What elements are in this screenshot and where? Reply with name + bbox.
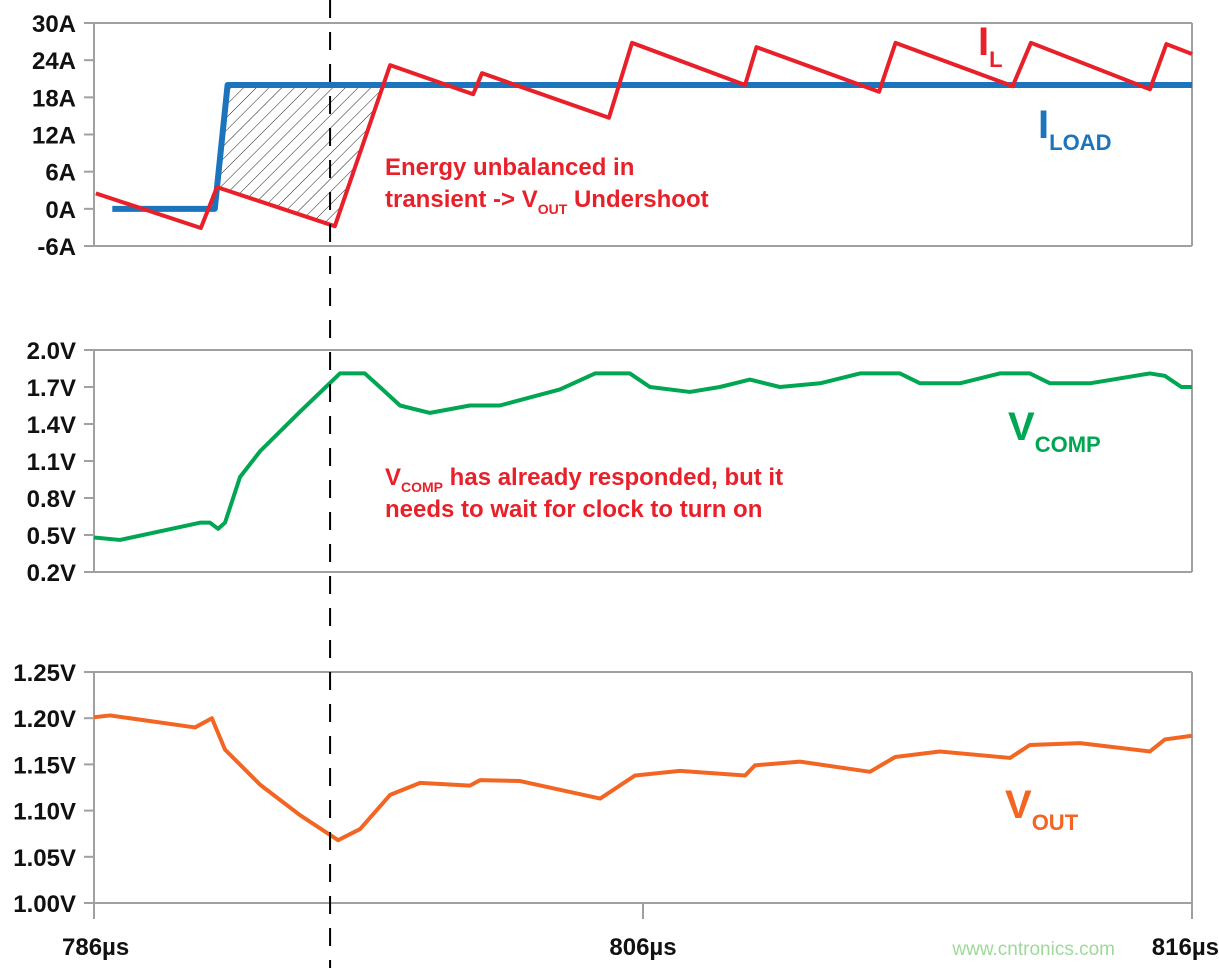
annotation-energy-line1: Energy unbalanced in: [385, 154, 634, 181]
y-tick-label: 0.5V: [27, 523, 76, 550]
y-tick-label: 1.4V: [27, 412, 76, 439]
label-iload: ILOAD: [1038, 103, 1111, 155]
label-vcomp: VCOMP: [1008, 405, 1101, 457]
y-tick-label: -6A: [37, 234, 76, 261]
annotation-energy-line2: transient -> VOUT Undershoot: [385, 186, 709, 217]
y-tick-label: 18A: [32, 85, 76, 112]
series-v-out: [93, 713, 1193, 843]
energy-hatch-region: [216, 84, 384, 227]
y-tick-label: 1.1V: [27, 449, 76, 476]
series-v-comp: [93, 371, 1192, 542]
y-tick-label: 0.8V: [27, 486, 76, 513]
annotation-vcomp-line2: needs to wait for clock to turn on: [385, 496, 762, 523]
x-tick-label: 816µs: [1152, 934, 1219, 961]
y-tick-label: 2.0V: [27, 338, 76, 365]
y-tick-label: 24A: [32, 48, 76, 75]
series-i-l: [95, 40, 1193, 231]
y-tick-label: 1.05V: [13, 845, 76, 872]
label-vout: VOUT: [1005, 783, 1079, 835]
y-tick-label: 0.2V: [27, 560, 76, 587]
y-tick-label: 1.00V: [13, 891, 76, 918]
y-tick-label: 6A: [45, 160, 76, 187]
y-tick-label: 12A: [32, 123, 76, 150]
y-tick-label: 1.7V: [27, 375, 76, 402]
x-tick-label: 806µs: [609, 934, 676, 961]
annotation-vcomp-line1: VCOMP has already responded, but it: [385, 464, 783, 495]
y-tick-label: 0A: [45, 197, 76, 224]
watermark: www.cntronics.com: [951, 939, 1115, 960]
label-il: IL: [978, 20, 1003, 72]
x-tick-label: 786µs: [62, 934, 129, 961]
y-tick-label: 1.10V: [13, 799, 76, 826]
y-tick-label: 1.15V: [13, 752, 76, 779]
y-tick-label: 1.20V: [13, 706, 76, 733]
y-tick-label: 30A: [32, 11, 76, 38]
y-tick-label: 1.25V: [13, 660, 76, 687]
series-i-load: [112, 81, 1192, 212]
